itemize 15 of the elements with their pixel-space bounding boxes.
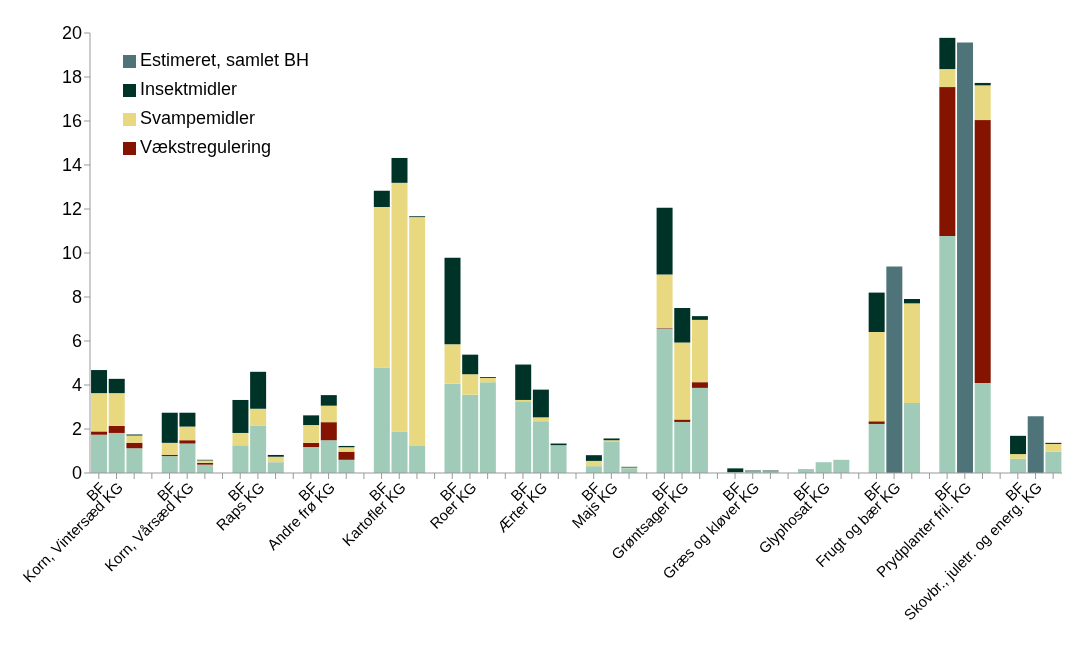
legend-label: Insektmidler xyxy=(140,79,238,99)
y-tick-label: 20 xyxy=(61,23,82,44)
legend-label: Svampemidler xyxy=(140,108,256,128)
y-tick-label: 6 xyxy=(71,331,82,352)
y-tick-label: 8 xyxy=(71,287,82,308)
y-tick-label: 18 xyxy=(61,67,82,88)
legend-label: Estimeret, samlet BH xyxy=(140,50,310,70)
y-tick-label: 16 xyxy=(61,111,82,132)
y-tick-label: 10 xyxy=(61,243,82,264)
legend-label: Vækstregulering xyxy=(140,137,272,157)
y-tick-label: 0 xyxy=(71,463,82,484)
y-tick-label: 12 xyxy=(61,199,82,220)
y-tick-label: 4 xyxy=(71,375,82,396)
y-tick-label: 14 xyxy=(61,155,82,176)
y-tick-label: 2 xyxy=(71,419,82,440)
